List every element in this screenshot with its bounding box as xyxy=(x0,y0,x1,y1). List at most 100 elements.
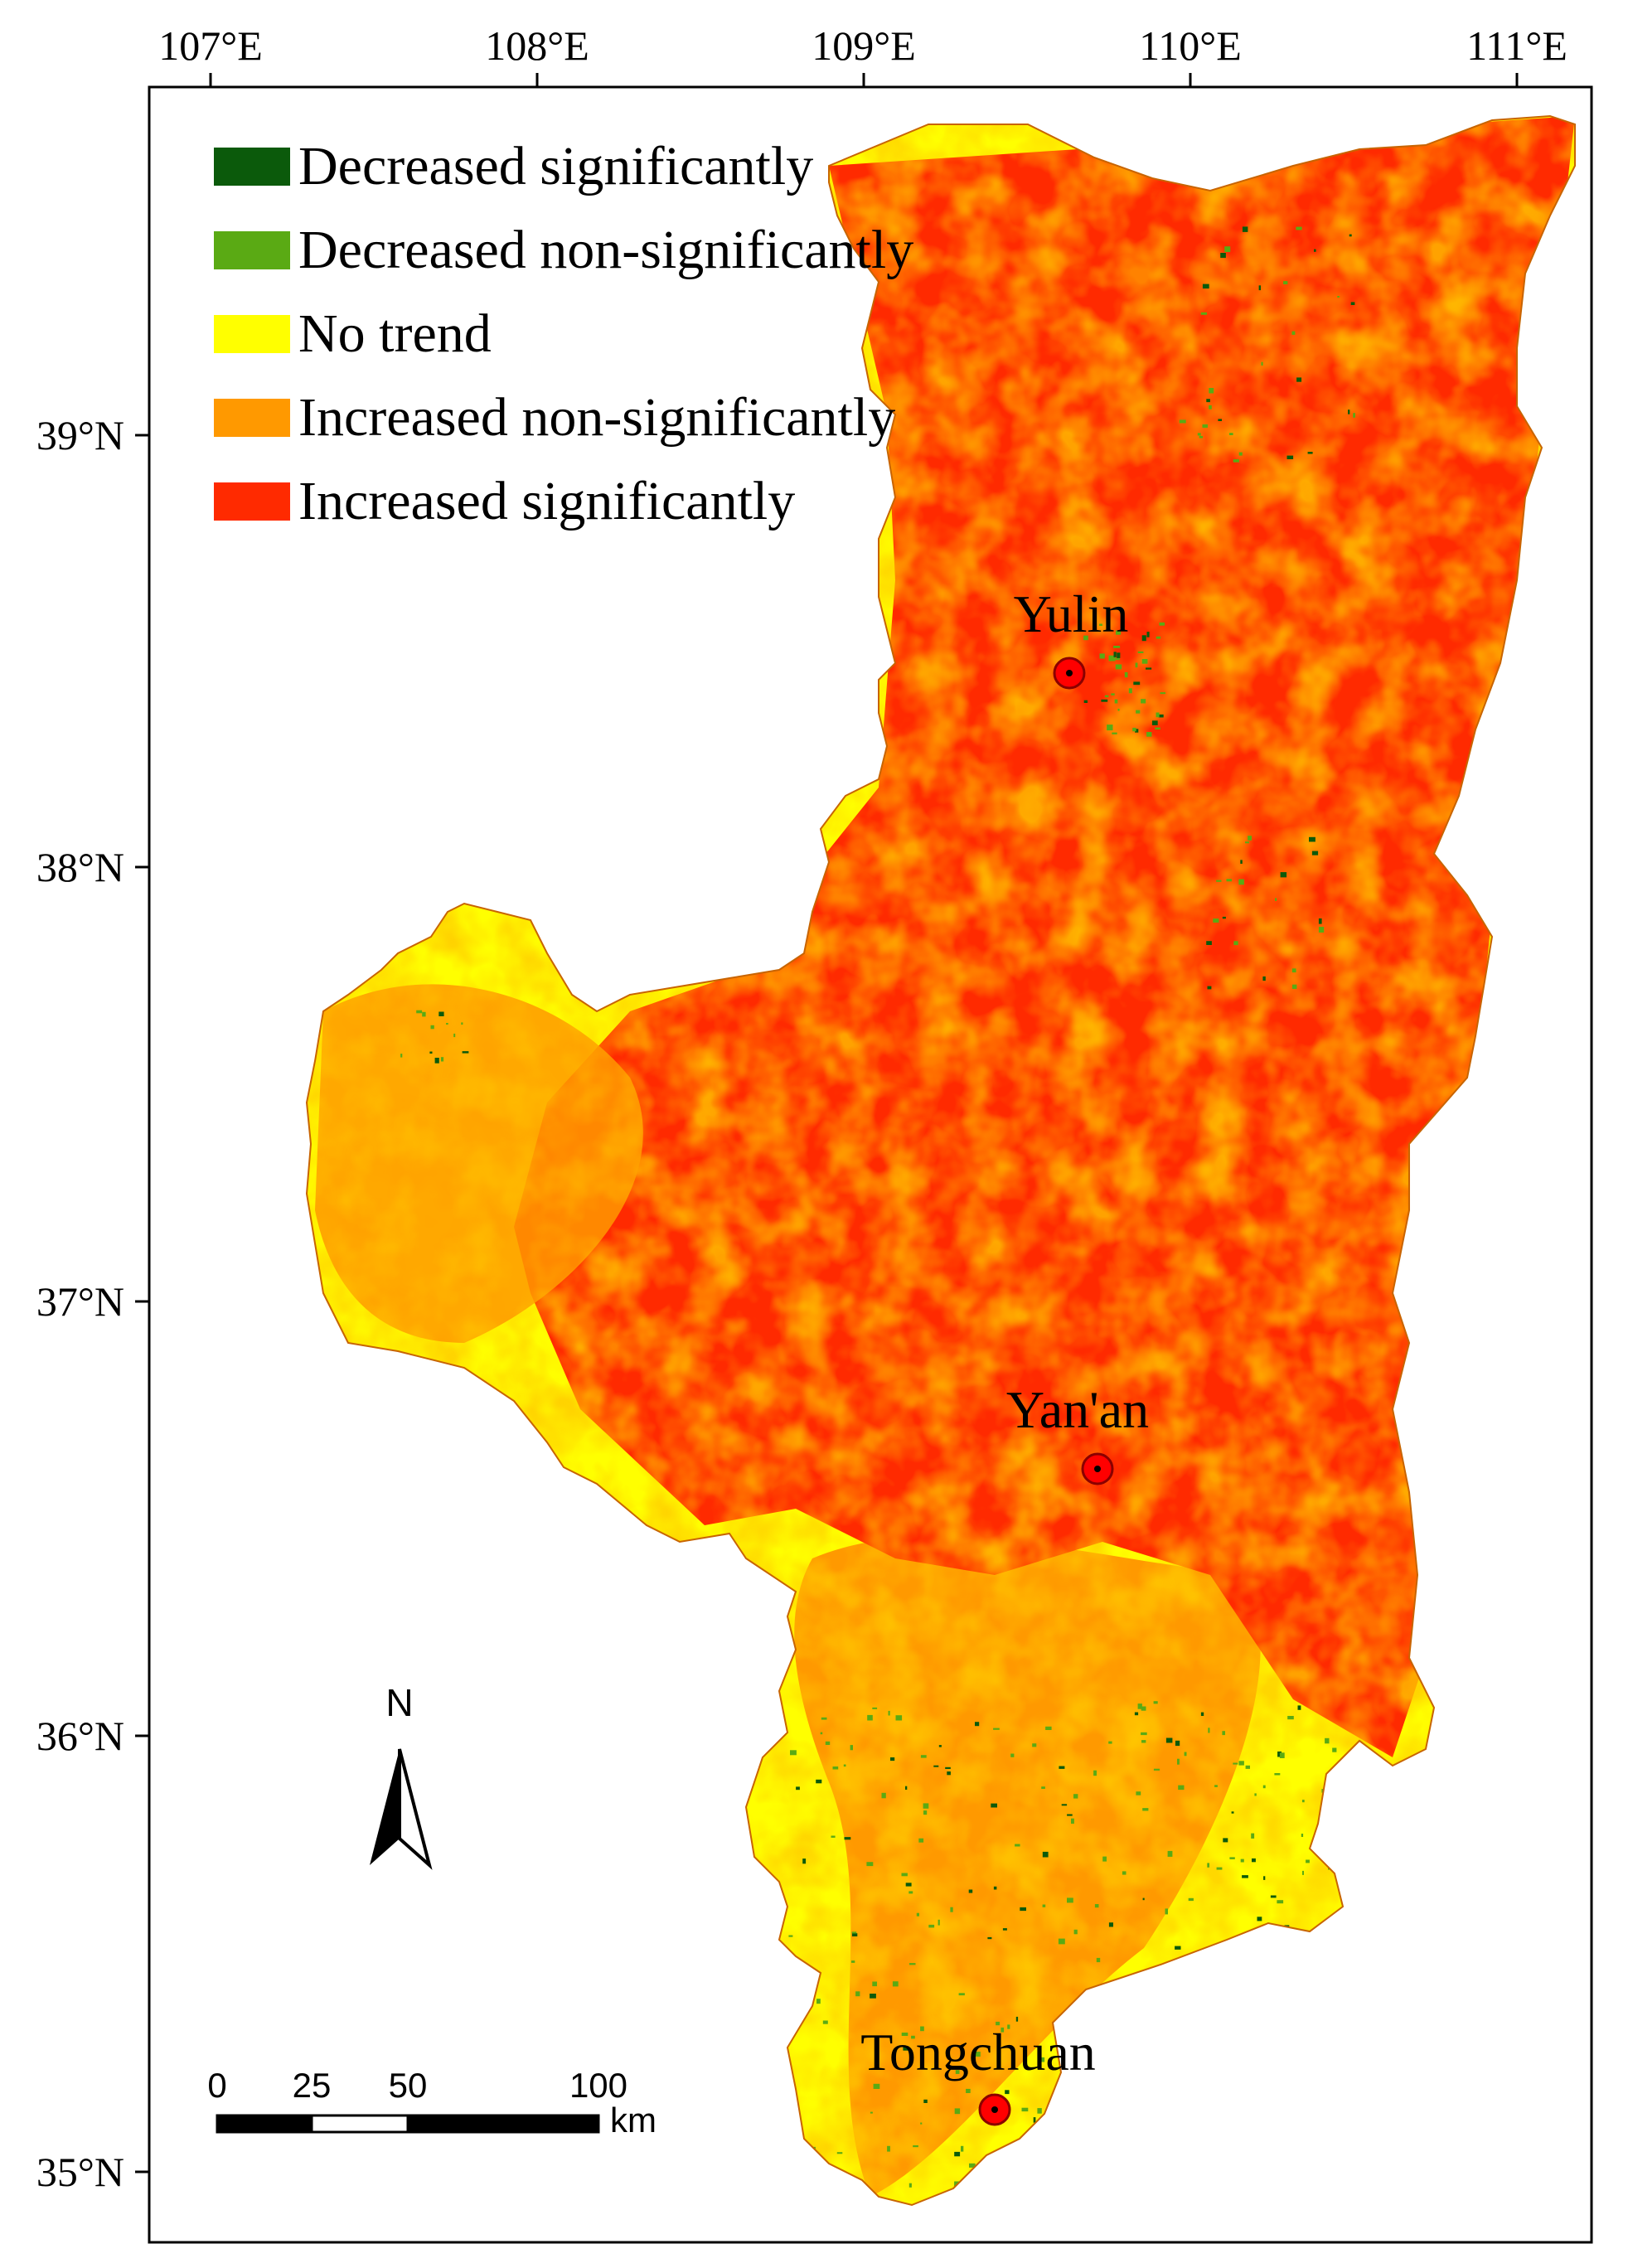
decrease-speck xyxy=(1175,1946,1181,1950)
decrease-speck xyxy=(1233,459,1239,463)
lon-tick-label: 108°E xyxy=(485,22,589,69)
decrease-speck xyxy=(1318,927,1325,933)
decrease-speck xyxy=(1165,1908,1168,1915)
decrease-speck xyxy=(1067,1897,1073,1903)
decrease-speck xyxy=(1258,285,1261,291)
decrease-speck xyxy=(1301,1834,1304,1837)
decrease-speck xyxy=(1136,1791,1141,1796)
decrease-speck xyxy=(1112,732,1117,734)
decrease-speck xyxy=(1177,1758,1180,1765)
scale-segment xyxy=(406,2114,600,2134)
decrease-speck xyxy=(1155,727,1160,729)
decrease-speck xyxy=(1005,2090,1010,2095)
decrease-speck xyxy=(1108,1741,1112,1744)
decrease-speck xyxy=(1318,918,1322,924)
decrease-speck xyxy=(1141,659,1148,664)
decrease-speck xyxy=(434,1058,439,1064)
decrease-speck xyxy=(945,1766,951,1769)
decrease-speck xyxy=(1142,1808,1149,1811)
decrease-speck xyxy=(836,2152,843,2154)
decrease-speck xyxy=(870,1994,876,1999)
decrease-speck xyxy=(908,2183,912,2188)
decrease-speck xyxy=(1007,2024,1010,2029)
decrease-speck xyxy=(938,1919,940,1926)
decrease-speck xyxy=(462,1051,469,1054)
legend-swatch xyxy=(214,482,290,521)
decrease-speck xyxy=(1136,710,1141,714)
decrease-speck xyxy=(440,1057,444,1062)
decrease-speck xyxy=(1307,452,1313,454)
legend-swatch xyxy=(214,399,290,437)
region-outline xyxy=(305,114,1576,2207)
city-label: Yulin xyxy=(1014,584,1129,643)
decrease-speck xyxy=(1111,693,1115,695)
decrease-speck xyxy=(1135,662,1138,668)
decrease-speck xyxy=(1224,246,1231,252)
decrease-speck xyxy=(821,1717,827,1720)
decrease-speck xyxy=(1115,664,1122,670)
lat-tick-label: 39°N xyxy=(36,412,124,458)
decrease-speck xyxy=(975,1722,980,1727)
decrease-speck xyxy=(1291,331,1296,335)
decrease-speck xyxy=(1167,1850,1173,1857)
decrease-speck xyxy=(1099,653,1105,659)
decrease-speck xyxy=(1270,1895,1277,1898)
decrease-speck xyxy=(923,1810,928,1815)
decrease-speck xyxy=(1332,1747,1337,1752)
decrease-speck xyxy=(1306,1859,1310,1863)
decrease-speck xyxy=(1302,1800,1305,1803)
decrease-speck xyxy=(916,1912,919,1917)
decrease-speck xyxy=(954,2108,961,2115)
decrease-speck xyxy=(1141,1740,1146,1743)
decrease-speck xyxy=(825,1741,831,1745)
decrease-speck xyxy=(991,1803,997,1808)
scale-tick-label: 0 xyxy=(207,2066,226,2105)
decrease-speck xyxy=(1041,2057,1045,2062)
decrease-speck xyxy=(1104,695,1109,698)
scale-tick-label: 25 xyxy=(293,2066,332,2105)
decrease-speck xyxy=(429,1051,433,1054)
decrease-speck xyxy=(1141,699,1146,704)
decrease-speck xyxy=(1226,879,1232,882)
decrease-speck xyxy=(1137,651,1144,653)
scale-segment xyxy=(216,2114,313,2134)
decrease-speck xyxy=(1002,1928,1007,1931)
decrease-speck xyxy=(1093,1770,1097,1776)
decrease-speck xyxy=(1067,1814,1073,1816)
decrease-speck xyxy=(1209,388,1214,394)
decrease-speck xyxy=(1238,452,1243,456)
decrease-speck xyxy=(920,2026,924,2032)
decrease-speck xyxy=(1108,1922,1113,1927)
legend-label: Decreased non-significantly xyxy=(298,220,913,280)
decrease-speck xyxy=(1096,1957,1101,1963)
north-arrow-icon xyxy=(370,1748,433,1870)
lat-tick-label: 37°N xyxy=(36,1278,124,1325)
decrease-speck xyxy=(1275,898,1277,901)
legend-label: Increased significantly xyxy=(298,471,795,531)
decrease-speck xyxy=(1083,700,1088,703)
legend-swatch xyxy=(214,231,290,269)
decrease-speck xyxy=(955,2070,960,2074)
decrease-speck xyxy=(1132,727,1136,732)
lat-tick-label: 35°N xyxy=(36,2149,124,2195)
decrease-speck xyxy=(816,1779,822,1784)
decrease-speck xyxy=(890,1757,895,1762)
decrease-speck xyxy=(1116,630,1122,635)
decrease-speck xyxy=(1061,1804,1068,1806)
decrease-speck xyxy=(1251,1833,1255,1839)
decrease-speck xyxy=(831,1835,836,1838)
city-label: Yan'an xyxy=(1006,1380,1149,1439)
decrease-speck xyxy=(1071,1818,1074,1824)
scale-unit-label: km xyxy=(610,2101,657,2140)
city-label: Tongchuan xyxy=(860,2023,1095,2081)
decrease-speck xyxy=(1242,226,1248,232)
decrease-speck xyxy=(1220,253,1226,259)
decrease-speck xyxy=(1165,1737,1173,1743)
decrease-speck xyxy=(905,1786,908,1790)
decrease-speck xyxy=(1222,1731,1225,1736)
decrease-speck xyxy=(1292,984,1297,989)
lat-tick-label: 38°N xyxy=(36,844,124,890)
decrease-speck xyxy=(1213,918,1219,923)
lon-tick-label: 109°E xyxy=(812,22,916,69)
